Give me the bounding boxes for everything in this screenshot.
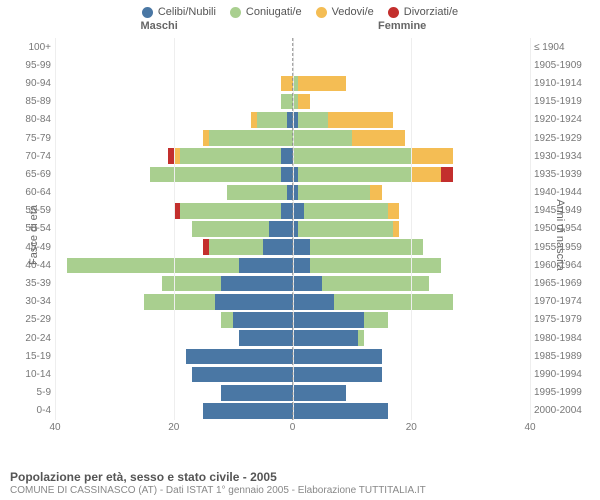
legend-swatch [316, 7, 327, 18]
age-label: 40-44 [15, 260, 55, 271]
age-label: 80-84 [15, 114, 55, 125]
x-tick: 0 [290, 422, 296, 433]
center-axis [292, 38, 293, 420]
chart: Maschi Femmine Fasce di età Anni di nasc… [0, 20, 600, 450]
birth-year-label: ≤ 1904 [530, 42, 592, 53]
birth-year-label: 1955-1959 [530, 242, 592, 253]
legend-item: Coniugati/e [230, 6, 302, 18]
birth-year-label: 1915-1919 [530, 96, 592, 107]
age-label: 65-69 [15, 169, 55, 180]
x-tick: 20 [406, 422, 417, 433]
age-label: 5-9 [15, 387, 55, 398]
birth-year-label: 1935-1939 [530, 169, 592, 180]
birth-year-label: 1925-1929 [530, 133, 592, 144]
male-header: Maschi [141, 20, 178, 32]
age-label: 10-14 [15, 369, 55, 380]
age-label: 15-19 [15, 351, 55, 362]
age-label: 100+ [15, 42, 55, 53]
legend-item: Vedovi/e [316, 6, 374, 18]
chart-subtitle: COMUNE DI CASSINASCO (AT) - Dati ISTAT 1… [10, 485, 590, 496]
birth-year-label: 1950-1954 [530, 223, 592, 234]
birth-year-label: 1965-1969 [530, 278, 592, 289]
birth-year-label: 1980-1984 [530, 333, 592, 344]
birth-year-label: 1985-1989 [530, 351, 592, 362]
legend-label: Celibi/Nubili [158, 6, 216, 18]
birth-year-label: 1940-1944 [530, 187, 592, 198]
legend-label: Vedovi/e [332, 6, 374, 18]
legend-item: Divorziati/e [388, 6, 458, 18]
age-label: 25-29 [15, 314, 55, 325]
x-axis: 402002040 [55, 422, 530, 438]
age-label: 0-4 [15, 405, 55, 416]
legend-swatch [230, 7, 241, 18]
birth-year-label: 1930-1934 [530, 151, 592, 162]
legend-swatch [142, 7, 153, 18]
birth-year-label: 1945-1949 [530, 205, 592, 216]
x-tick: 40 [49, 422, 60, 433]
age-label: 35-39 [15, 278, 55, 289]
birth-year-label: 1910-1914 [530, 78, 592, 89]
birth-year-label: 1905-1909 [530, 60, 592, 71]
birth-year-label: 1990-1994 [530, 369, 592, 380]
birth-year-label: 1995-1999 [530, 387, 592, 398]
age-label: 60-64 [15, 187, 55, 198]
legend-label: Divorziati/e [404, 6, 458, 18]
birth-year-label: 1975-1979 [530, 314, 592, 325]
age-label: 95-99 [15, 60, 55, 71]
age-label: 90-94 [15, 78, 55, 89]
age-label: 75-79 [15, 133, 55, 144]
birth-year-label: 1970-1974 [530, 296, 592, 307]
age-label: 20-24 [15, 333, 55, 344]
age-label: 70-74 [15, 151, 55, 162]
legend: Celibi/Nubili Coniugati/e Vedovi/e Divorzia… [0, 0, 600, 20]
x-tick: 20 [168, 422, 179, 433]
female-header: Femmine [378, 20, 426, 32]
legend-swatch [388, 7, 399, 18]
chart-footer: Popolazione per età, sesso e stato civil… [10, 470, 590, 496]
birth-year-label: 1960-1964 [530, 260, 592, 271]
age-label: 50-54 [15, 223, 55, 234]
age-label: 30-34 [15, 296, 55, 307]
age-label: 55-59 [15, 205, 55, 216]
x-tick: 40 [524, 422, 535, 433]
birth-year-label: 2000-2004 [530, 405, 592, 416]
column-headers: Maschi Femmine [0, 20, 600, 38]
legend-item: Celibi/Nubili [142, 6, 216, 18]
legend-label: Coniugati/e [246, 6, 302, 18]
age-label: 85-89 [15, 96, 55, 107]
chart-title: Popolazione per età, sesso e stato civil… [10, 470, 590, 484]
age-label: 45-49 [15, 242, 55, 253]
birth-year-label: 1920-1924 [530, 114, 592, 125]
